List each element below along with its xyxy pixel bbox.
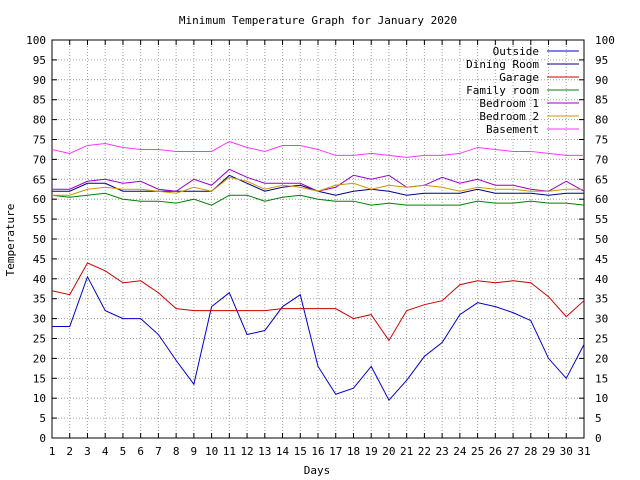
y-tick-label: 20 <box>595 352 608 365</box>
series-line-basement <box>51 140 584 158</box>
x-tick-label: 22 <box>418 445 431 458</box>
x-tick-label: 13 <box>258 445 271 458</box>
x-tick-label: 6 <box>137 445 144 458</box>
y-tick-label: 80 <box>33 114 46 127</box>
y-tick-label: 10 <box>33 392 46 405</box>
x-tick-label: 14 <box>276 445 290 458</box>
x-tick-label: 29 <box>542 445 555 458</box>
x-axis-label: Days <box>304 464 331 477</box>
y-tick-label: 90 <box>595 74 608 87</box>
y-tick-label: 70 <box>595 153 608 166</box>
y-tick-label: 0 <box>595 432 602 445</box>
series-lines <box>51 140 585 402</box>
x-tick-label: 31 <box>577 445 590 458</box>
x-tick-label: 2 <box>66 445 73 458</box>
y-tick-label: 100 <box>26 34 46 47</box>
x-tick-label: 21 <box>400 445 413 458</box>
plot-border <box>51 39 585 439</box>
y-tick-label: 30 <box>595 313 608 326</box>
y-tick-label: 100 <box>595 34 615 47</box>
legend-label-outside: Outside <box>493 45 539 58</box>
x-tick-label: 17 <box>329 445 342 458</box>
x-tick-label: 25 <box>471 445 484 458</box>
x-tick-label: 11 <box>223 445 236 458</box>
grid-lines <box>52 40 584 438</box>
x-tick-label: 7 <box>155 445 162 458</box>
y-tick-label: 45 <box>33 253 46 266</box>
y-tick-label: 65 <box>33 173 46 186</box>
x-tick-label: 19 <box>365 445 378 458</box>
x-tick-label: 5 <box>120 445 127 458</box>
series-line-bedroom-2 <box>52 176 584 196</box>
x-tick-label: 1 <box>49 445 56 458</box>
y-tick-label: 90 <box>33 74 46 87</box>
series-line-garage <box>51 262 585 342</box>
legend-label-bedroom-2: Bedroom 2 <box>479 110 539 123</box>
y-tick-label: 15 <box>33 372 46 385</box>
y-tick-label: 5 <box>39 412 46 425</box>
x-tick-label: 30 <box>560 445 573 458</box>
y-axis-label: Temperature <box>4 204 17 277</box>
series-line-family-room <box>51 192 585 206</box>
y-tick-label: 30 <box>33 313 46 326</box>
y-tick-label: 50 <box>33 233 46 246</box>
y-tick-label: 50 <box>595 233 608 246</box>
x-tick-label: 18 <box>347 445 360 458</box>
y-tick-label: 65 <box>595 173 608 186</box>
y-tick-label: 55 <box>33 213 46 226</box>
x-tick-label: 20 <box>382 445 395 458</box>
x-tick-label: 16 <box>311 445 324 458</box>
y-tick-label: 70 <box>33 153 46 166</box>
y-tick-label: 35 <box>595 293 608 306</box>
y-tick-label: 75 <box>595 134 608 147</box>
y-tick-label: 75 <box>33 134 46 147</box>
x-tick-label: 9 <box>191 445 198 458</box>
y-tick-label: 85 <box>33 94 46 107</box>
y-tick-label: 5 <box>595 412 602 425</box>
x-tick-label: 26 <box>489 445 502 458</box>
y-axis-ticks-left: 0 5 10 15 20 25 30 35 40 45 50 55 60 65 70 75 80 85 90 95 10… <box>26 34 46 445</box>
series-line-outside <box>52 275 585 402</box>
x-tick-label: 4 <box>102 445 109 458</box>
x-tick-label: 28 <box>524 445 537 458</box>
legend-label-basement: Basement <box>486 123 539 136</box>
x-tick-label: 15 <box>294 445 307 458</box>
y-tick-label: 55 <box>595 213 608 226</box>
y-tick-label: 45 <box>595 253 608 266</box>
x-tick-label: 12 <box>240 445 253 458</box>
y-tick-label: 10 <box>595 392 608 405</box>
y-tick-label: 35 <box>33 293 46 306</box>
legend-label-bedroom-1: Bedroom 1 <box>479 97 539 110</box>
y-tick-label: 80 <box>595 114 608 127</box>
x-tick-label: 8 <box>173 445 180 458</box>
chart-title: Minimum Temperature Graph for January 20… <box>179 14 457 27</box>
x-tick-label: 23 <box>436 445 449 458</box>
y-tick-label: 60 <box>33 193 46 206</box>
y-tick-label: 25 <box>33 333 46 346</box>
y-tick-label: 15 <box>595 372 608 385</box>
y-tick-label: 60 <box>595 193 608 206</box>
legend-label-garage: Garage <box>499 71 539 84</box>
y-tick-label: 95 <box>33 54 46 67</box>
x-tick-label: 10 <box>205 445 218 458</box>
y-tick-label: 20 <box>33 352 46 365</box>
legend-label-family-room: Family room <box>466 84 539 97</box>
x-tick-label: 24 <box>453 445 467 458</box>
x-tick-label: 3 <box>84 445 91 458</box>
y-tick-label: 40 <box>33 273 46 286</box>
legend-label-dining-room: Dining Room <box>466 58 539 71</box>
y-tick-label: 0 <box>39 432 46 445</box>
y-axis-ticks-right: 0 5 10 15 20 25 30 35 40 45 50 55 60 65 70 75 80 85 90 95 10… <box>595 34 615 445</box>
x-tick-label: 27 <box>506 445 519 458</box>
axes <box>51 39 585 439</box>
y-tick-label: 85 <box>595 94 608 107</box>
y-tick-label: 25 <box>595 333 608 346</box>
y-tick-label: 40 <box>595 273 608 286</box>
x-axis-ticks: 1 2 3 4 5 6 7 8 9 10 11 12 13 14 15 16 17 18 19 20 21 22 23 24 2… <box>49 445 591 458</box>
y-tick-label: 95 <box>595 54 608 67</box>
